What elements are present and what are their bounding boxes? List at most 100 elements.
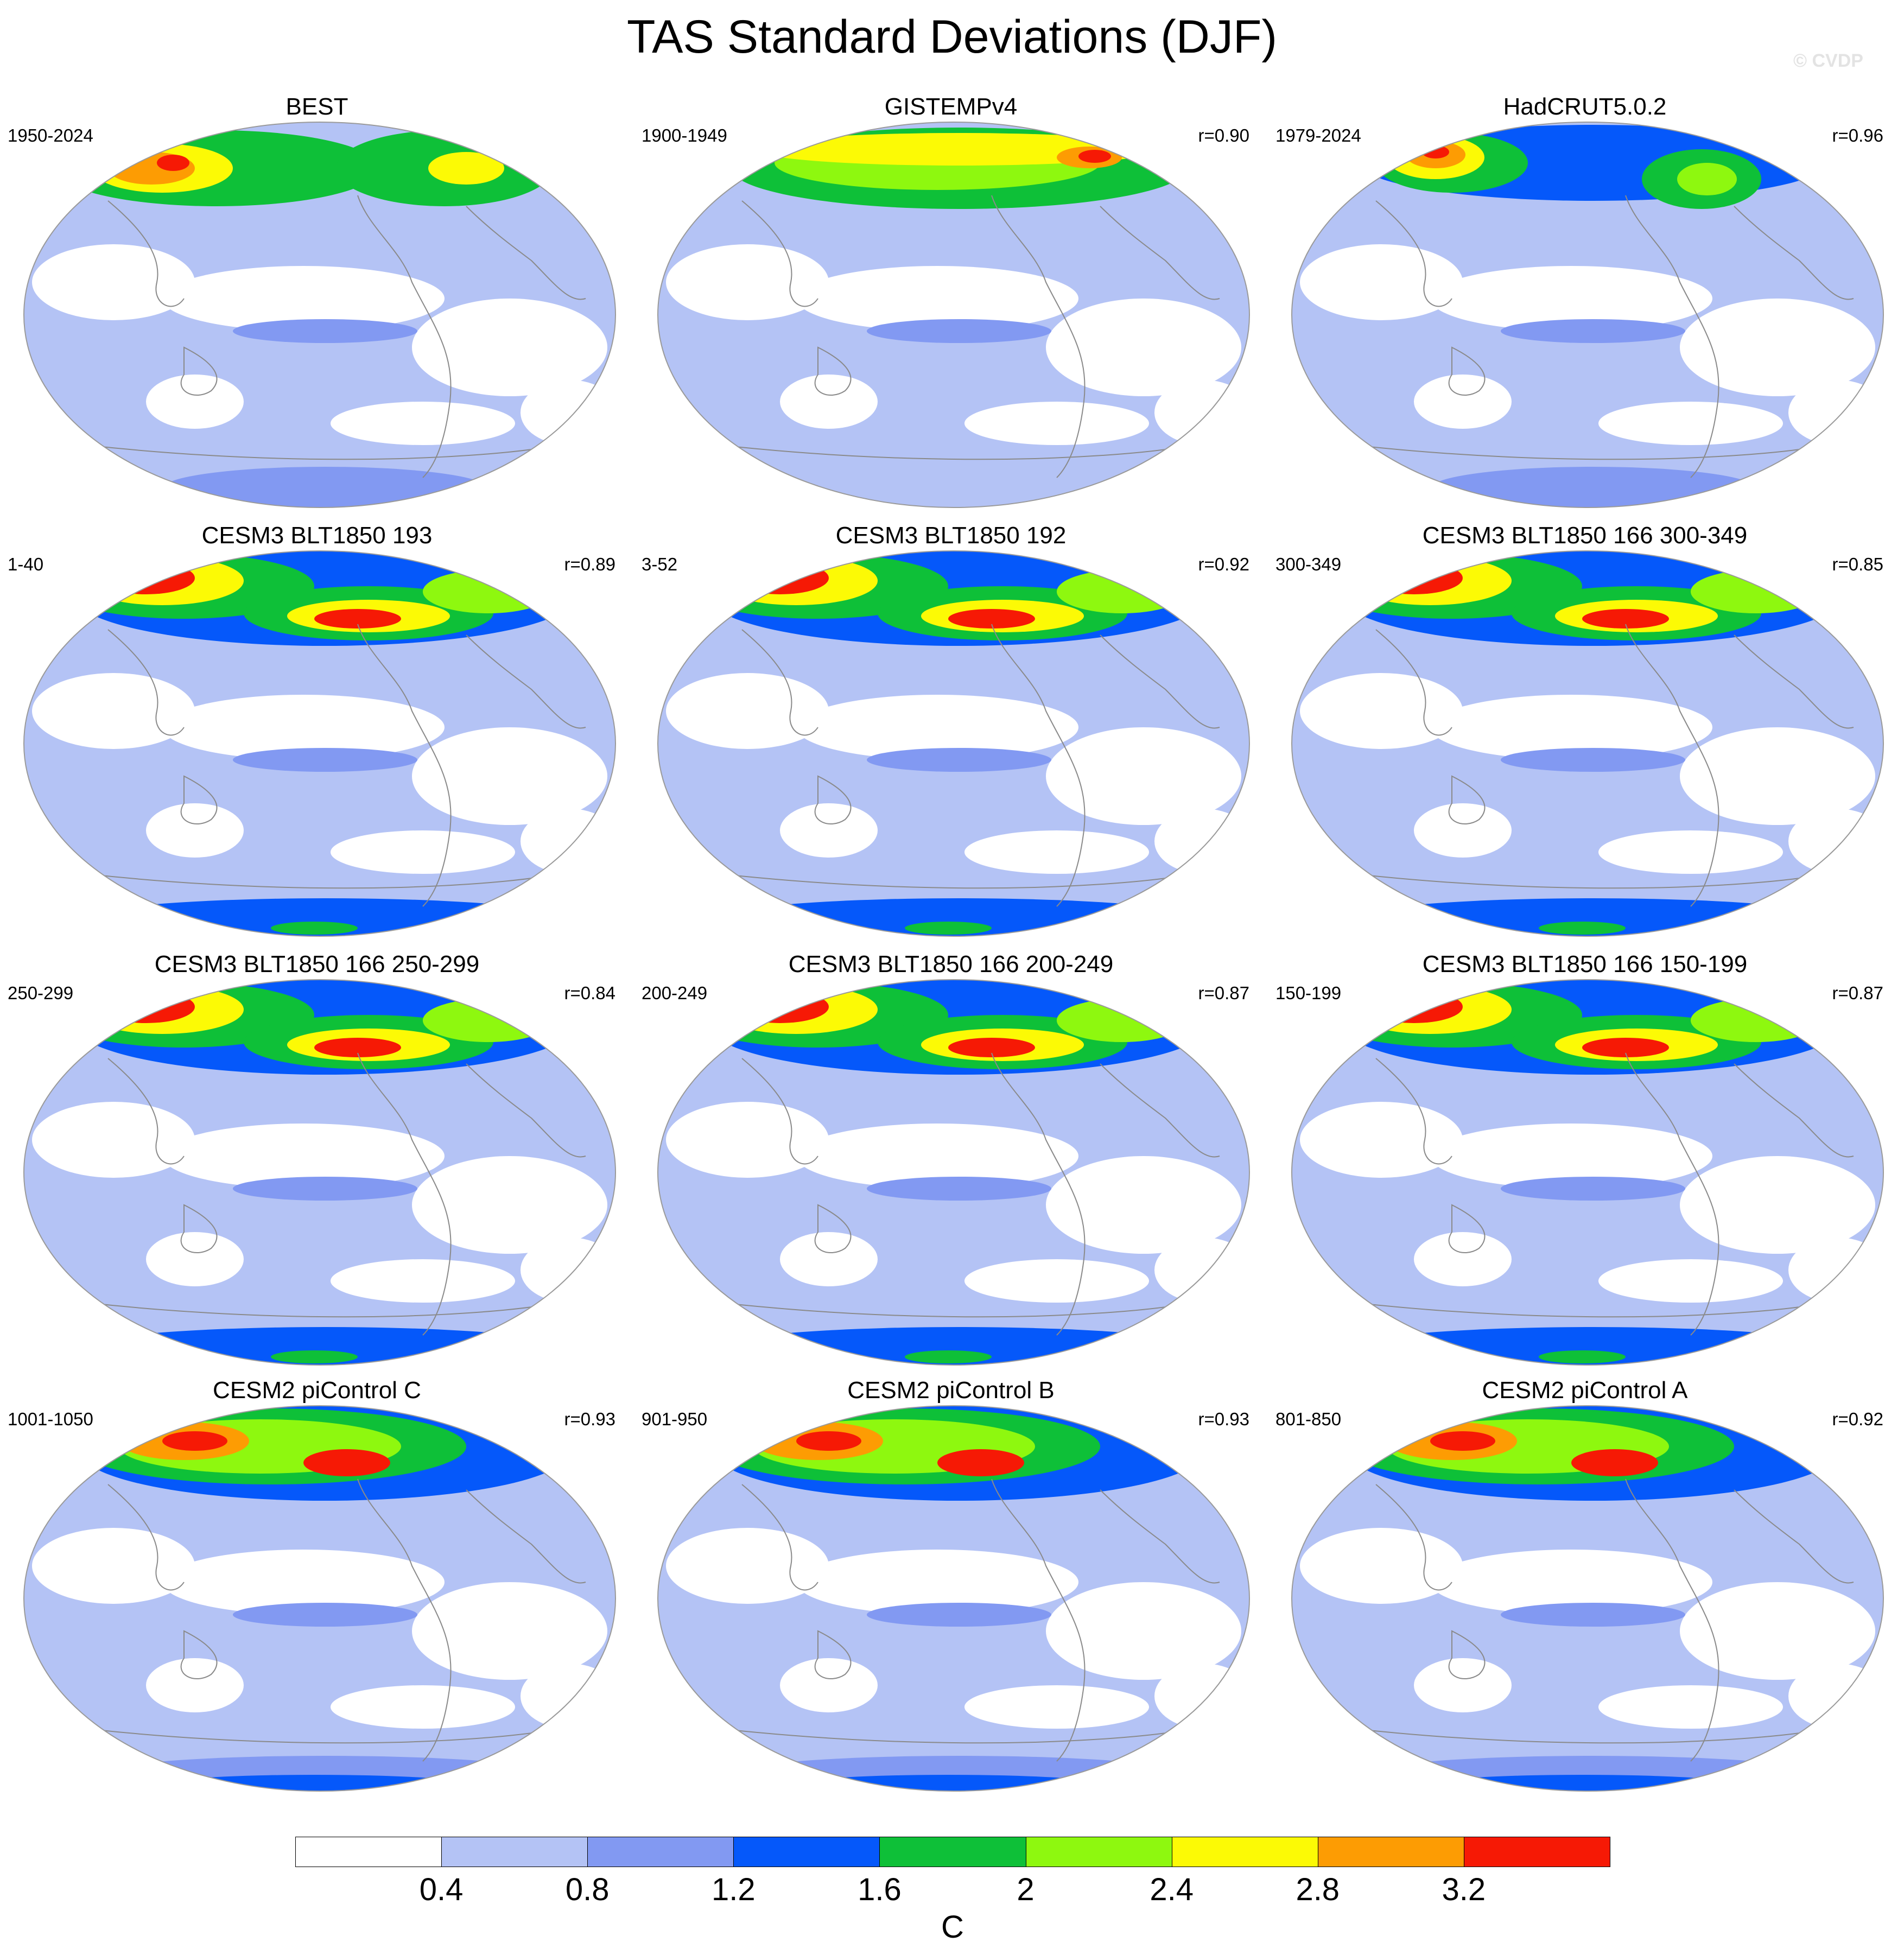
coastline <box>1448 1204 1486 1254</box>
world-map <box>657 122 1250 508</box>
contour-region <box>412 299 607 396</box>
map-outline <box>657 979 1250 1366</box>
contour-region <box>905 922 992 935</box>
world-map <box>1291 550 1884 937</box>
contour-region <box>1078 150 1111 163</box>
contour-region <box>521 380 615 445</box>
panel-correlation: r=0.96 <box>1832 125 1884 145</box>
contour-region <box>32 1102 195 1178</box>
contour-region <box>331 1259 515 1303</box>
map-panel: CESM3 BLT1850 192 3-52 r=0.92 <box>642 521 1260 939</box>
panel-years: 300-349 <box>1275 554 1342 574</box>
colorbar-tick-label: 0.8 <box>565 1872 610 1907</box>
map-outline <box>657 550 1250 937</box>
coastline <box>814 1204 852 1254</box>
coastline <box>1448 775 1486 825</box>
panel-title: CESM2 piControl A <box>1482 1377 1688 1404</box>
panel-title: CESM3 BLT1850 166 150-199 <box>1422 951 1748 977</box>
coastline <box>814 1630 852 1680</box>
map-panel: CESM3 BLT1850 166 150-199 150-199 r=0.87 <box>1275 950 1894 1368</box>
coastline <box>1100 206 1220 300</box>
contour-region <box>666 1528 829 1604</box>
map-panel: CESM2 piControl A 801-850 r=0.92 <box>1275 1376 1894 1794</box>
contour-region <box>1539 1350 1626 1363</box>
map-panel: HadCRUT5.0.2 1979-2024 r=0.96 <box>1275 92 1894 510</box>
coastline <box>357 624 452 907</box>
map-outline <box>23 1405 616 1792</box>
coastline <box>1375 1484 1452 1591</box>
world-map <box>1291 979 1884 1366</box>
coastline <box>466 206 586 300</box>
contour-region <box>1154 809 1249 874</box>
panel-years: 1-40 <box>8 554 44 574</box>
contour-region <box>146 375 244 429</box>
contour-region <box>1300 1102 1463 1178</box>
contour-region <box>1057 570 1187 613</box>
colorbar-box <box>295 1837 442 1867</box>
contour-region <box>233 1177 417 1201</box>
panel-title: BEST <box>285 93 348 120</box>
colorbar-tick-label: 1.2 <box>712 1872 756 1907</box>
colorbar-tick-label: 2 <box>1017 1872 1034 1907</box>
contour-region <box>948 609 1035 629</box>
map-outline <box>657 1405 1250 1792</box>
world-map <box>657 1405 1250 1792</box>
contour-region <box>412 1156 607 1254</box>
contour-region <box>666 244 829 320</box>
map-panel: GISTEMPv4 1900-1949 r=0.90 <box>642 92 1260 510</box>
contour-region <box>423 570 553 613</box>
map-outline <box>23 122 616 508</box>
coastline <box>1734 1489 1854 1584</box>
colorbar-tick-label: 2.4 <box>1150 1872 1194 1907</box>
panel-title: CESM3 BLT1850 166 200-249 <box>788 951 1114 977</box>
panel-title: CESM3 BLT1850 166 250-299 <box>154 951 480 977</box>
contour-region <box>867 1177 1051 1201</box>
coastline <box>1100 634 1220 729</box>
map-panel: CESM2 piControl B 901-950 r=0.93 <box>642 1376 1260 1794</box>
panel-title: CESM3 BLT1850 193 <box>201 522 433 549</box>
contour-region <box>1501 748 1685 772</box>
contour-region <box>1046 299 1241 396</box>
contour-region <box>796 695 1078 760</box>
contour-region <box>964 1685 1149 1729</box>
coastline <box>1448 1630 1486 1680</box>
contour-region <box>796 1124 1078 1189</box>
panel-correlation: r=0.85 <box>1832 554 1884 574</box>
contour-region <box>1691 570 1821 613</box>
coastline <box>466 634 586 729</box>
contour-region <box>233 748 417 772</box>
contour-region <box>162 1124 445 1189</box>
coastline <box>357 1052 452 1336</box>
map-panel: CESM3 BLT1850 193 1-40 r=0.89 <box>8 521 626 939</box>
panel-title: GISTEMPv4 <box>884 93 1018 120</box>
contour-region <box>1430 266 1712 331</box>
contour-region <box>32 244 195 320</box>
coastline <box>741 200 818 307</box>
contour-region <box>867 1603 1051 1627</box>
contour-region <box>780 1232 878 1286</box>
contour-region <box>1414 1232 1512 1286</box>
contour-region <box>423 999 553 1042</box>
contour-region <box>1598 402 1783 445</box>
coastline <box>991 1052 1086 1336</box>
contour-region <box>1539 922 1626 935</box>
panel-correlation: r=0.84 <box>564 983 616 1003</box>
coastline <box>1375 629 1452 736</box>
contour-region <box>331 1685 515 1729</box>
contour-region <box>1430 467 1756 507</box>
contour-region <box>867 748 1051 772</box>
contour-region <box>151 1775 477 1791</box>
contour-region <box>1598 1685 1783 1729</box>
colorbar-box <box>1463 1837 1610 1867</box>
contour-region <box>1365 562 1463 594</box>
coastline <box>1734 206 1854 300</box>
panel-years: 200-249 <box>642 983 708 1003</box>
panel-years: 1950-2024 <box>8 125 93 145</box>
contour-region <box>964 830 1149 874</box>
contour-region <box>1300 1528 1463 1604</box>
map-panel: CESM3 BLT1850 166 250-299 250-299 r=0.84 <box>8 950 626 1368</box>
panel-correlation: r=0.93 <box>564 1409 616 1429</box>
contour-region <box>162 695 445 760</box>
panel-title: CESM3 BLT1850 166 300-349 <box>1422 522 1748 549</box>
contour-region <box>964 402 1149 445</box>
